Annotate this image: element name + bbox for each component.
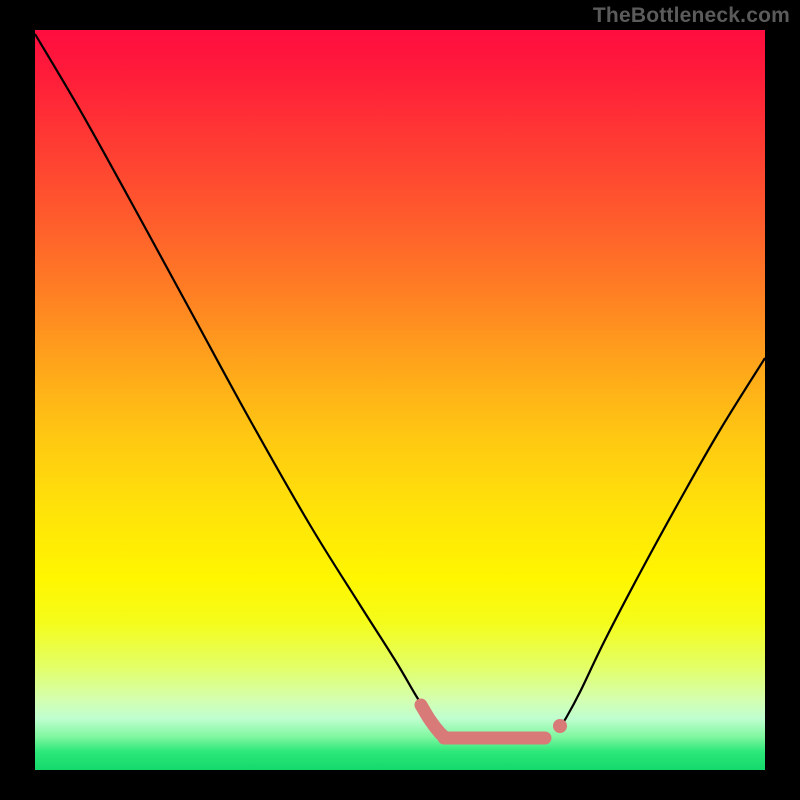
highlight-right-dot [553,719,567,733]
plot-area [35,30,765,770]
chart-svg [0,0,800,800]
watermark-text: TheBottleneck.com [593,4,790,28]
chart-container: TheBottleneck.com [0,0,800,800]
